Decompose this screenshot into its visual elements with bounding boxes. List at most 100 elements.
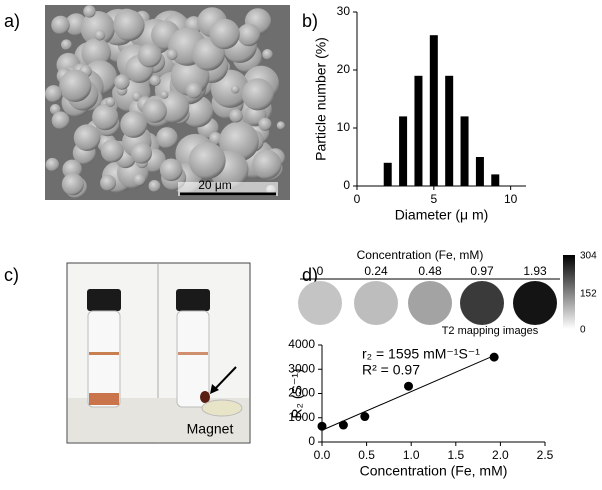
vial-photo: Magnet: [66, 262, 251, 444]
microsphere: [61, 173, 84, 196]
y-axis-label: R₂ (S⁻¹): [289, 368, 305, 418]
t2-sample: [298, 281, 342, 325]
x-tick-label: 10: [504, 192, 518, 206]
x-tick-label: 1.0: [403, 448, 420, 462]
t2-caption: T2 mapping images: [442, 325, 539, 337]
panel-label: d): [302, 265, 318, 285]
microsphere: [114, 74, 130, 90]
x-tick-label: 0.5: [358, 448, 375, 462]
t2-map: Concentration (Fe, mM) 0 0.24 0.48 0.97 …: [298, 248, 597, 337]
vial: [176, 310, 210, 408]
microsphere: [241, 78, 274, 111]
x-tick-label: 0: [354, 192, 361, 206]
microsphere: [83, 5, 96, 18]
magnet-label: Magnet: [187, 421, 234, 437]
microsphere: [45, 157, 60, 172]
bar: [429, 35, 438, 187]
y-tick-label: 30: [337, 4, 351, 18]
scale-bar: 20 μm: [178, 178, 278, 196]
microsphere: [160, 90, 169, 99]
ring: [178, 352, 208, 355]
y-axis-label: Particle number (%): [313, 37, 329, 161]
microsphere: [185, 82, 202, 99]
panel-label: a): [4, 11, 20, 31]
microsphere: [188, 142, 226, 180]
microsphere: [73, 124, 101, 152]
microsphere: [45, 85, 63, 103]
point: [360, 412, 370, 422]
y-tick-label: 4000: [288, 337, 315, 351]
colorbar-tick: 0: [580, 325, 586, 336]
colorbar-tick: 304: [580, 251, 597, 262]
point: [489, 352, 499, 362]
suspension: [89, 393, 119, 405]
microsphere: [81, 38, 111, 68]
colorbar-tick: 152: [580, 289, 597, 300]
microsphere: [229, 109, 243, 123]
x-tick-label: 1.5: [447, 448, 464, 462]
microsphere: [149, 74, 161, 86]
microsphere: [159, 158, 183, 182]
bar: [460, 116, 469, 186]
x-tick-label: 5: [430, 192, 437, 206]
microsphere: [94, 29, 106, 41]
colorbar: [563, 255, 575, 329]
y-tick-label: 3000: [288, 361, 315, 375]
microsphere: [209, 18, 240, 50]
t2-sample: [513, 281, 557, 325]
microsphere: [61, 39, 72, 51]
bar: [383, 162, 392, 186]
microsphere: [137, 43, 162, 68]
microsphere: [230, 84, 240, 94]
arrow: [213, 366, 237, 391]
panel-label: c): [4, 265, 19, 285]
conc-label: 0.97: [470, 264, 494, 278]
microsphere: [262, 49, 273, 60]
microsphere: [252, 149, 282, 180]
bar: [399, 116, 408, 186]
annotation: r₂ = 1595 mM⁻¹S⁻¹: [362, 346, 480, 362]
microsphere: [156, 127, 178, 149]
bar: [414, 75, 423, 186]
x-tick-label: 2.0: [492, 448, 509, 462]
y-tick-label: 10: [337, 120, 351, 134]
arrow-head: [210, 384, 219, 394]
t2-sample: [408, 281, 452, 325]
point: [404, 381, 414, 391]
y-tick-label: 0: [308, 434, 315, 448]
microsphere: [120, 110, 148, 138]
bar: [475, 157, 484, 186]
x-axis-label: Diameter (μ m): [395, 207, 489, 223]
fit-line: [321, 355, 495, 431]
point: [338, 420, 348, 430]
microsphere: [51, 15, 70, 35]
microsphere: [130, 142, 153, 164]
x-tick-label: 0.0: [314, 448, 331, 462]
t2-sample: [354, 281, 398, 325]
microsphere: [100, 174, 117, 191]
conc-label: 0.24: [364, 264, 388, 278]
microsphere: [142, 99, 167, 123]
point: [317, 421, 327, 431]
bar: [445, 75, 454, 186]
microsphere: [132, 173, 146, 186]
panel-label: b): [302, 11, 318, 31]
scale-bar-label: 20 μm: [198, 178, 232, 192]
microsphere: [237, 23, 261, 47]
microsphere: [59, 69, 92, 102]
microsphere: [131, 91, 142, 102]
particle-cluster: [200, 391, 210, 403]
microsphere: [258, 117, 272, 131]
y-tick-label: 1000: [288, 410, 315, 424]
magnet: [201, 399, 243, 417]
conc-label: 0: [317, 264, 324, 278]
sem-image: [45, 5, 290, 200]
microsphere: [51, 111, 70, 130]
x-axis-label: Concentration (Fe, mM): [360, 463, 508, 479]
annotation: R² = 0.97: [362, 362, 420, 378]
conc-label: 0.48: [418, 264, 442, 278]
vial: [87, 310, 121, 408]
microsphere: [276, 121, 285, 130]
microsphere: [209, 132, 223, 145]
